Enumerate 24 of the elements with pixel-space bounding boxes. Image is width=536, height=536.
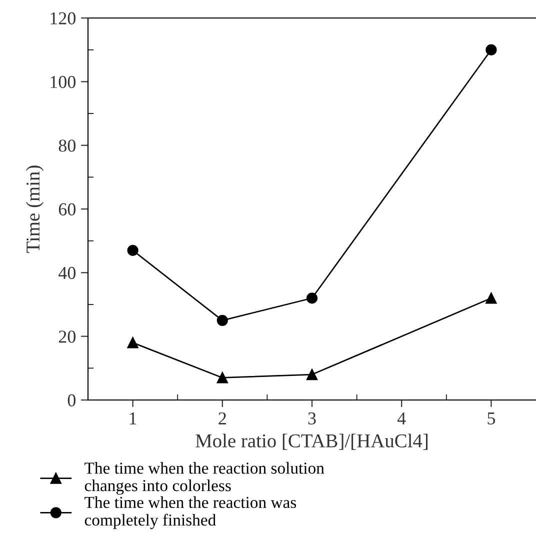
y-tick-label: 60 [58, 203, 76, 216]
point [486, 44, 497, 56]
y-tick-label: 80 [58, 140, 76, 152]
point [306, 368, 318, 380]
point [216, 314, 228, 326]
point [127, 244, 138, 256]
y-tick-label: 20 [58, 330, 76, 343]
y-axis-title: Time (min) [26, 166, 44, 253]
y-tick-label: 100 [50, 76, 76, 88]
x-tick-label: 4 [397, 412, 406, 424]
legend-label: The time when the reaction was completely finished [84, 496, 296, 530]
point [486, 292, 497, 304]
x-tick-label: 1 [130, 412, 136, 424]
x-tick-label: 3 [308, 412, 316, 425]
y-tick-label: 40 [58, 266, 76, 280]
point [306, 292, 318, 304]
point [216, 372, 228, 384]
y-tick-label: 0 [68, 394, 76, 406]
x-tick-label: 2 [218, 412, 226, 424]
y-tick-label: 120 [50, 12, 76, 24]
x-axis-title: Mole ratio [CTAB]/[HAuCl4] [196, 434, 428, 450]
x-tick-label: 5 [488, 412, 496, 425]
legend-label: The time when the reaction solution changes into colorless [84, 462, 324, 495]
point [127, 337, 138, 348]
